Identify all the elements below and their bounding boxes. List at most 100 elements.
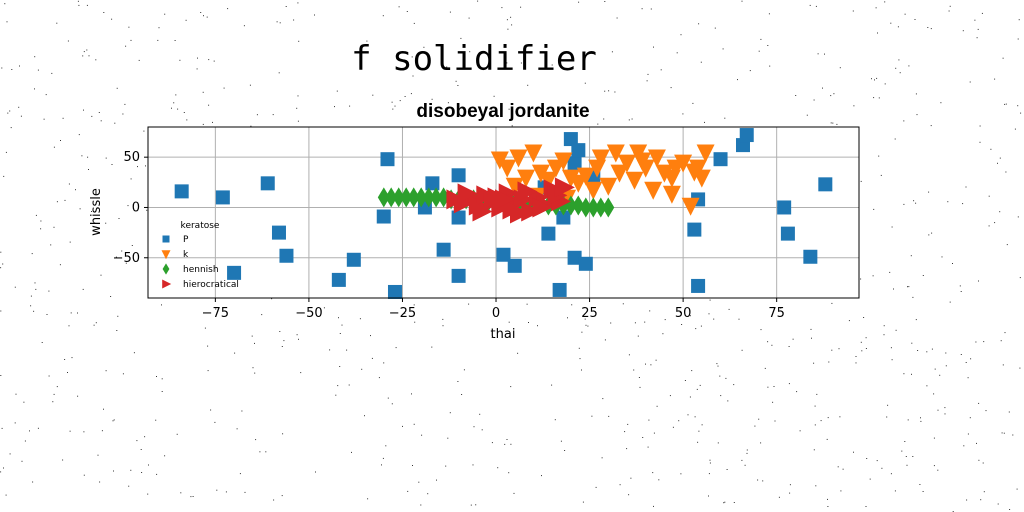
noise-dot: [463, 369, 465, 371]
noise-dot: [980, 499, 982, 501]
noise-dot: [704, 121, 705, 123]
noise-dot: [836, 123, 838, 125]
noise-dot: [920, 420, 922, 422]
noise-dot: [125, 45, 127, 47]
noise-dot: [259, 451, 261, 453]
noise-dot: [86, 4, 88, 6]
noise-dot: [580, 111, 582, 113]
data-point: [563, 132, 578, 147]
noise-dot: [148, 464, 149, 466]
noise-dot: [884, 1, 886, 3]
data-point: [572, 195, 585, 216]
data-point: [696, 144, 715, 163]
noise-dot: [749, 70, 751, 72]
legend-label: hierocratical: [183, 280, 239, 290]
noise-dot: [890, 473, 892, 475]
noise-dot: [82, 288, 84, 290]
noise-dot: [551, 384, 553, 386]
noise-dot: [116, 330, 118, 331]
noise-dot: [157, 39, 159, 41]
data-point: [260, 176, 275, 191]
noise-dot: [928, 191, 930, 193]
noise-dot: [676, 52, 678, 54]
noise-dot: [939, 374, 941, 376]
noise-dot: [449, 11, 451, 13]
noise-dot: [830, 95, 832, 97]
data-point: [524, 144, 543, 163]
legend-marker: [162, 235, 170, 243]
noise-dot: [815, 5, 817, 7]
noise-dot: [714, 27, 716, 29]
noise-dot: [977, 28, 979, 30]
noise-dot: [684, 380, 686, 381]
noise-dot: [952, 263, 953, 264]
noise-dot: [335, 394, 337, 396]
noise-dot: [788, 383, 790, 385]
noise-dot: [979, 141, 981, 143]
noise-dot: [271, 298, 273, 300]
noise-dot: [660, 69, 662, 71]
data-point: [803, 249, 818, 264]
noise-dot: [979, 125, 981, 127]
noise-dot: [493, 95, 495, 97]
data-point: [539, 171, 558, 190]
noise-dot: [53, 393, 55, 395]
noise-dot: [37, 427, 39, 429]
noise-dot: [481, 429, 483, 431]
noise-dot: [185, 19, 187, 21]
noise-dot: [0, 267, 2, 269]
noise-dot: [878, 97, 880, 99]
noise-dot: [413, 423, 415, 425]
noise-dot: [0, 471, 2, 473]
noise-dot: [949, 5, 951, 7]
noise-dot: [117, 315, 119, 317]
noise-dot: [903, 373, 905, 375]
noise-dot: [914, 19, 916, 20]
noise-dot: [826, 438, 828, 440]
noise-dot: [510, 386, 512, 388]
noise-dot: [689, 396, 691, 398]
noise-dot: [624, 431, 626, 433]
noise-dot: [655, 359, 657, 361]
noise-dot: [97, 454, 99, 456]
series-3: [446, 177, 575, 224]
noise-dot: [737, 79, 738, 81]
noise-dot: [650, 364, 652, 366]
data-point: [689, 159, 708, 178]
noise-dot: [907, 419, 909, 421]
noise-dot: [720, 395, 722, 397]
noise-dot: [933, 465, 935, 467]
noise-dot: [937, 409, 939, 411]
noise-dot: [976, 442, 977, 444]
noise-dot: [603, 118, 605, 120]
noise-dot: [206, 16, 208, 18]
noise-dot: [904, 441, 906, 442]
noise-dot: [176, 433, 178, 435]
noise-dot: [133, 352, 135, 354]
data-point: [561, 169, 580, 188]
data-point: [662, 185, 681, 204]
noise-dot: [241, 410, 243, 412]
noise-dot: [767, 386, 769, 388]
noise-dot: [930, 125, 932, 127]
noise-dot: [694, 416, 696, 418]
noise-dot: [136, 440, 138, 442]
noise-dot: [965, 186, 967, 188]
noise-dot: [122, 113, 124, 115]
noise-dot: [1002, 364, 1004, 366]
noise-dot: [62, 117, 64, 119]
noise-dot: [927, 27, 929, 28]
noise-dot: [997, 503, 999, 505]
noise-dot: [407, 64, 409, 66]
noise-dot: [920, 417, 921, 419]
noise-dot: [611, 51, 613, 53]
noise-dot: [960, 291, 962, 292]
noise-dot: [646, 80, 648, 82]
noise-dot: [53, 146, 55, 148]
noise-dot: [813, 362, 815, 364]
noise-dot: [774, 420, 776, 422]
noise-dot: [967, 433, 969, 435]
noise-dot: [626, 448, 628, 450]
data-point: [552, 282, 567, 297]
